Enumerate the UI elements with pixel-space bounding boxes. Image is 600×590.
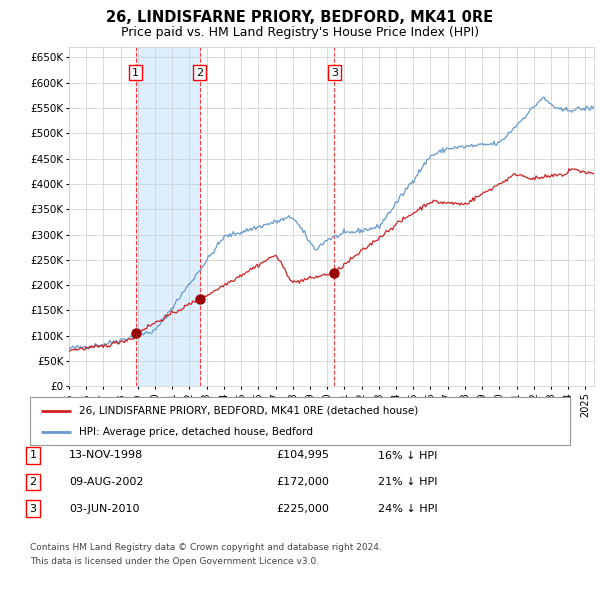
Text: 26, LINDISFARNE PRIORY, BEDFORD, MK41 0RE: 26, LINDISFARNE PRIORY, BEDFORD, MK41 0R… [106, 10, 494, 25]
Text: £172,000: £172,000 [276, 477, 329, 487]
Bar [136, 47, 200, 386]
Text: £225,000: £225,000 [276, 504, 329, 513]
Text: 2: 2 [196, 67, 203, 77]
Text: 13-NOV-1998: 13-NOV-1998 [69, 451, 143, 460]
Text: Contains HM Land Registry data © Crown copyright and database right 2024.: Contains HM Land Registry data © Crown c… [30, 543, 382, 552]
Text: 24% ↓ HPI: 24% ↓ HPI [378, 504, 437, 513]
Text: This data is licensed under the Open Government Licence v3.0.: This data is licensed under the Open Gov… [30, 558, 319, 566]
Text: 09-AUG-2002: 09-AUG-2002 [69, 477, 143, 487]
Text: £104,995: £104,995 [276, 451, 329, 460]
Text: 1: 1 [29, 451, 37, 460]
Text: 2: 2 [29, 477, 37, 487]
Text: HPI: Average price, detached house, Bedford: HPI: Average price, detached house, Bedf… [79, 427, 313, 437]
Text: 16% ↓ HPI: 16% ↓ HPI [378, 451, 437, 460]
Text: Price paid vs. HM Land Registry's House Price Index (HPI): Price paid vs. HM Land Registry's House … [121, 26, 479, 39]
Text: 21% ↓ HPI: 21% ↓ HPI [378, 477, 437, 487]
Text: 1: 1 [132, 67, 139, 77]
Text: 3: 3 [331, 67, 338, 77]
Text: 03-JUN-2010: 03-JUN-2010 [69, 504, 139, 513]
Text: 26, LINDISFARNE PRIORY, BEDFORD, MK41 0RE (detached house): 26, LINDISFARNE PRIORY, BEDFORD, MK41 0R… [79, 405, 418, 415]
Text: 3: 3 [29, 504, 37, 513]
